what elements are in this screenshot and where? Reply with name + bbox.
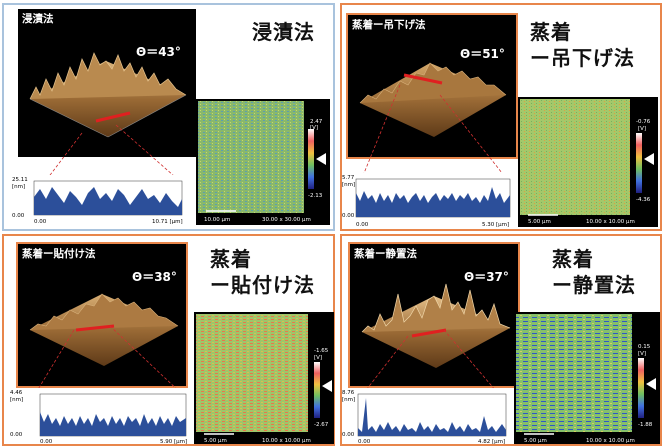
contact-angle-label: Θ＝37°: [464, 270, 509, 284]
height-profile: 8.76 [nm] 0.00 0.00 4.82 [μm]: [342, 388, 512, 445]
method-title-line: ー吊下げ法: [530, 46, 635, 70]
colorbar-min: -2.13: [308, 193, 323, 199]
afm-surface-3d: [29, 293, 179, 366]
profile-ymax: 25.11: [12, 177, 28, 183]
method-title-line: ー貼付け法: [210, 273, 315, 297]
profile-xmin: 0.00: [358, 439, 371, 445]
guide-lines: [43, 124, 183, 184]
profile-ymin: 0.00: [342, 432, 355, 438]
contact-angle-label: Θ＝51°: [460, 47, 505, 61]
profile-ymin: 0.00: [10, 432, 23, 438]
height-profile: 25.11 [nm] 0.00 0.00 10.71 [μm]: [12, 175, 192, 225]
afm-surface-3d: [359, 62, 507, 137]
profile-ymax: 5.77: [342, 175, 355, 181]
afm-topography-image: 蒸着ー吊下げ法 Θ＝51°: [346, 13, 518, 159]
method-title: 蒸着 ー貼付け法: [210, 246, 315, 298]
height-profile: 5.77 [nm] 0.00 0.00 5.30 [μm]: [342, 173, 518, 228]
profile-line-marker: [411, 328, 447, 338]
profile-xmin: 0.00: [40, 439, 53, 445]
contact-angle-label: Θ＝43°: [136, 45, 181, 59]
colorbar-unit: [V]: [314, 355, 322, 361]
afm-image-label: 蒸着ー静置法: [354, 248, 417, 260]
map-size-label: 10.00 x 10.00 μm: [586, 438, 635, 444]
profile-line-marker: [75, 324, 115, 332]
afm-image-label: 蒸着ー貼付け法: [22, 248, 96, 260]
map-scale-label: 5.00 μm: [528, 219, 551, 225]
colorbar-unit: [V]: [638, 126, 646, 132]
profile-yunit: [nm]: [10, 397, 23, 403]
profile-ymax: 8.76: [342, 390, 355, 396]
afm-surface-3d: [361, 283, 511, 368]
afm-surface-3d: [29, 52, 187, 138]
profile-line-marker: [95, 111, 131, 123]
guide-lines: [359, 84, 511, 184]
map-size-label: 10.00 x 10.00 μm: [262, 438, 311, 444]
colorbar-max: -1.65: [314, 348, 329, 354]
potential-map: 5.00 μm 10.00 x 10.00 μm -0.76 [V] -4.36: [518, 97, 658, 227]
map-size-label: 30.00 x 30.00 μm: [262, 217, 311, 223]
panel-vapor-hanging: 蒸着ー吊下げ法 Θ＝51° 蒸着 ー吊下げ法 5.77 [nm] 0.00 0.…: [340, 3, 662, 231]
colorbar-max: 2.47: [310, 119, 323, 125]
panel-immersion: 浸漬法 Θ＝43° 浸漬法 25.11 [nm] 0.00 0.00 10.71…: [2, 3, 335, 231]
colorbar-min: -1.88: [638, 422, 653, 428]
profile-xmin: 0.00: [34, 219, 47, 225]
afm-topography-image: 浸漬法 Θ＝43°: [18, 9, 196, 157]
profile-ymin: 0.00: [12, 213, 25, 219]
profile-area: [40, 412, 186, 436]
guide-lines: [359, 329, 503, 399]
method-title: 蒸着 ー吊下げ法: [530, 19, 635, 71]
map-scale-label: 5.00 μm: [524, 438, 547, 444]
profile-yunit: [nm]: [342, 397, 355, 403]
colorbar-unit: [V]: [310, 125, 318, 131]
profile-yunit: [nm]: [12, 184, 25, 190]
profile-line-marker: [403, 73, 443, 85]
profile-xmax: 10.71 [μm]: [152, 219, 183, 225]
afm-image-label: 浸漬法: [22, 13, 54, 25]
profile-area: [34, 187, 182, 215]
colorbar-min: -4.36: [636, 197, 651, 203]
map-scale-label: 5.00 μm: [204, 438, 227, 444]
method-title-line: 蒸着: [530, 20, 572, 44]
afm-topography-image: 蒸着ー貼付け法 Θ＝38°: [16, 242, 188, 388]
method-title-line: ー静置法: [552, 273, 636, 297]
method-title-line: 浸漬法: [252, 20, 315, 44]
profile-xmax: 5.90 [μm]: [160, 439, 187, 445]
afm-topography-image: 蒸着ー静置法 Θ＝37°: [348, 242, 520, 388]
method-title: 浸漬法: [252, 19, 315, 45]
map-size-label: 10.00 x 10.00 μm: [586, 219, 635, 225]
method-title-line: 蒸着: [210, 247, 252, 271]
height-profile: 4.46 [nm] 0.00 0.00 5.90 [μm]: [10, 388, 192, 445]
colorbar-max: 0.15: [638, 344, 651, 350]
colorbar-max: -0.76: [636, 119, 651, 125]
guide-lines: [33, 325, 185, 397]
profile-area: [358, 398, 506, 436]
potential-map: 5.00 μm 10.00 x 10.00 μm 0.15 [V] -1.88: [514, 312, 660, 444]
colorbar-min: -2.67: [314, 422, 329, 428]
profile-xmax: 5.30 [μm]: [482, 222, 509, 228]
potential-map: 5.00 μm 10.00 x 10.00 μm -1.65 [V] -2.67: [194, 312, 334, 444]
contact-angle-label: Θ＝38°: [132, 270, 177, 284]
profile-xmin: 0.00: [356, 222, 369, 228]
method-title: 蒸着 ー静置法: [552, 246, 636, 298]
method-title-line: 蒸着: [552, 247, 594, 271]
afm-image-label: 蒸着ー吊下げ法: [352, 19, 426, 31]
profile-xmax: 4.82 [μm]: [478, 439, 505, 445]
profile-area: [356, 187, 510, 217]
panel-vapor-standing: 蒸着ー静置法 Θ＝37° 蒸着 ー静置法 8.76 [nm] 0.00 0.00…: [340, 234, 662, 446]
profile-ymax: 4.46: [10, 390, 23, 396]
map-scale-label: 10.00 μm: [204, 217, 230, 223]
potential-map: 10.00 μm 30.00 x 30.00 μm 2.47 [V] -2.13: [196, 99, 330, 225]
profile-ymin: 0.00: [342, 213, 355, 219]
colorbar-unit: [V]: [638, 351, 646, 357]
profile-yunit: [nm]: [342, 182, 355, 188]
panel-vapor-pasting: 蒸着ー貼付け法 Θ＝38° 蒸着 ー貼付け法 4.46 [nm] 0.00 0.…: [2, 234, 335, 446]
